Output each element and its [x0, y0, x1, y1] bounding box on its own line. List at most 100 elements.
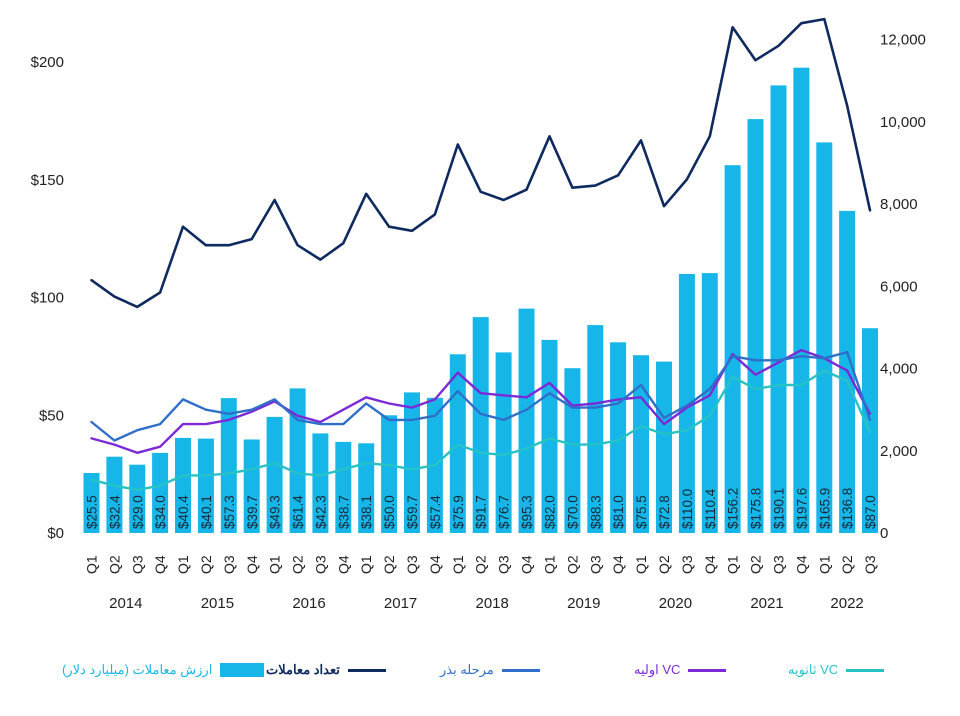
- quarter-tick: Q1: [633, 555, 649, 574]
- bar: [197, 438, 214, 533]
- bar-label: $61.4: [291, 495, 306, 529]
- right-axis-tick: 2,000: [880, 443, 918, 460]
- bar: [816, 142, 833, 533]
- bar-label: $42.3: [313, 495, 328, 529]
- quarter-axis: Q1 Q2 Q3 Q4 Q1 Q2 Q3 Q4 Q1 Q2 Q3 Q4 Q1 Q2 Q3 Q4 Q1 Q2 Q3 Q4…: [84, 555, 879, 574]
- bar-label: $29.0: [130, 495, 145, 529]
- legend-swatch-deal-value: [220, 663, 265, 677]
- bar: [518, 308, 535, 533]
- legend-item-late-vc: VC ثانویه: [788, 662, 885, 678]
- bar: [335, 441, 352, 533]
- quarter-tick: Q2: [473, 555, 489, 574]
- year-tick: 2015: [201, 595, 234, 612]
- bar-label: $34.0: [153, 495, 168, 529]
- bar: [175, 437, 191, 533]
- bar: [289, 388, 306, 533]
- quarter-tick: Q1: [542, 555, 558, 574]
- quarter-tick: Q4: [152, 555, 168, 574]
- bar-label: $39.7: [245, 495, 260, 529]
- bar-label: $57.3: [222, 495, 237, 529]
- legend-item-early-vc: VC اولیه: [634, 662, 727, 678]
- bar: [633, 355, 649, 533]
- right-axis-tick: 4,000: [880, 361, 918, 378]
- bar: [724, 165, 741, 533]
- bar: [106, 456, 123, 533]
- quarter-tick: Q4: [335, 555, 351, 574]
- bar: [404, 392, 420, 533]
- quarter-tick: Q3: [679, 555, 695, 574]
- legend-item-deal-value: ارزش معاملات (میلیارد دلار): [62, 662, 265, 678]
- legend-item-seed: مرحله بذر: [440, 662, 540, 678]
- bar: [381, 415, 398, 533]
- legend-label-deal-value: ارزش معاملات (میلیارد دلار): [62, 662, 213, 677]
- left-axis-tick: $100: [31, 290, 64, 307]
- quarter-tick: Q4: [427, 555, 443, 574]
- quarter-tick: Q3: [312, 555, 328, 574]
- bar-label: $57.4: [428, 495, 443, 529]
- quarter-tick: Q1: [267, 555, 283, 574]
- legend-label-deal-count: تعداد معاملات: [266, 662, 340, 677]
- bar: [747, 119, 764, 533]
- bar-label: $110.4: [703, 488, 718, 529]
- bar-label: $40.1: [199, 495, 214, 529]
- quarter-tick: Q4: [519, 555, 535, 574]
- bar-label: $70.0: [565, 495, 580, 529]
- bar: [770, 85, 787, 534]
- quarter-tick: Q2: [564, 555, 580, 574]
- bar-label: $50.0: [382, 495, 397, 529]
- year-tick: 2022: [830, 595, 863, 612]
- year-tick: 2021: [750, 595, 783, 612]
- quarter-tick: Q2: [290, 555, 306, 574]
- legend-label-late-vc: VC ثانویه: [788, 662, 839, 677]
- quarter-tick: Q2: [748, 555, 764, 574]
- bar-label: $81.0: [611, 495, 626, 529]
- legend-item-deal-count: تعداد معاملات: [266, 662, 386, 678]
- left-axis: $0 $50 $100 $150 $200: [31, 54, 64, 542]
- year-tick: 2018: [476, 595, 509, 612]
- quarter-tick: Q1: [84, 555, 100, 574]
- bar-label: $38.7: [336, 495, 351, 529]
- bar-label: $75.9: [451, 495, 466, 529]
- line-series: [90, 369, 872, 491]
- quarter-tick: Q1: [175, 555, 191, 574]
- quarter-tick: Q1: [450, 555, 466, 574]
- bar: [701, 273, 718, 533]
- quarter-tick: Q3: [221, 555, 237, 574]
- bar-label: $136.8: [840, 488, 855, 529]
- chart: $25.5 $32.4 $29.0 $34.0 $40.4 $40.1 $57.3 $39.7…: [31, 17, 926, 612]
- quarter-tick: Q2: [198, 555, 214, 574]
- bar-label: $87.0: [863, 495, 878, 529]
- legend-swatch-deal-count: [347, 668, 386, 672]
- bar-label: $76.7: [497, 495, 512, 529]
- bar-label: $95.3: [520, 495, 535, 529]
- year-tick: 2020: [659, 595, 692, 612]
- quarter-tick: Q2: [839, 555, 855, 574]
- bar-label: $38.1: [359, 495, 374, 529]
- bar: [358, 443, 375, 533]
- right-axis-tick: 0: [880, 525, 888, 542]
- left-axis-tick: $150: [31, 172, 64, 189]
- line-series: [90, 17, 872, 309]
- left-axis-tick: $200: [31, 54, 64, 71]
- quarter-tick: Q1: [358, 555, 374, 574]
- right-axis-tick: 6,000: [880, 278, 918, 295]
- bar-label: $156.2: [726, 488, 741, 529]
- bar: [129, 464, 146, 533]
- bar: [610, 342, 627, 533]
- bar: [793, 67, 810, 533]
- quarter-tick: Q2: [381, 555, 397, 574]
- left-axis-tick: $50: [39, 407, 64, 424]
- line-series: [90, 350, 872, 442]
- legend-swatch-early-vc: [688, 668, 727, 672]
- right-axis-tick: 8,000: [880, 196, 918, 213]
- bar: [678, 274, 695, 533]
- bar: [266, 416, 283, 533]
- bar: [587, 325, 604, 533]
- quarter-tick: Q3: [587, 555, 603, 574]
- legend-swatch-seed: [501, 668, 540, 672]
- bar-label-group: $25.5 $32.4 $29.0 $34.0 $40.4 $40.1 $57.3 $39.7…: [85, 488, 879, 529]
- bar-label: $197.6: [794, 488, 809, 529]
- quarter-tick: Q1: [725, 555, 741, 574]
- year-tick: 2014: [109, 595, 142, 612]
- legend-label-seed: مرحله بذر: [440, 662, 494, 677]
